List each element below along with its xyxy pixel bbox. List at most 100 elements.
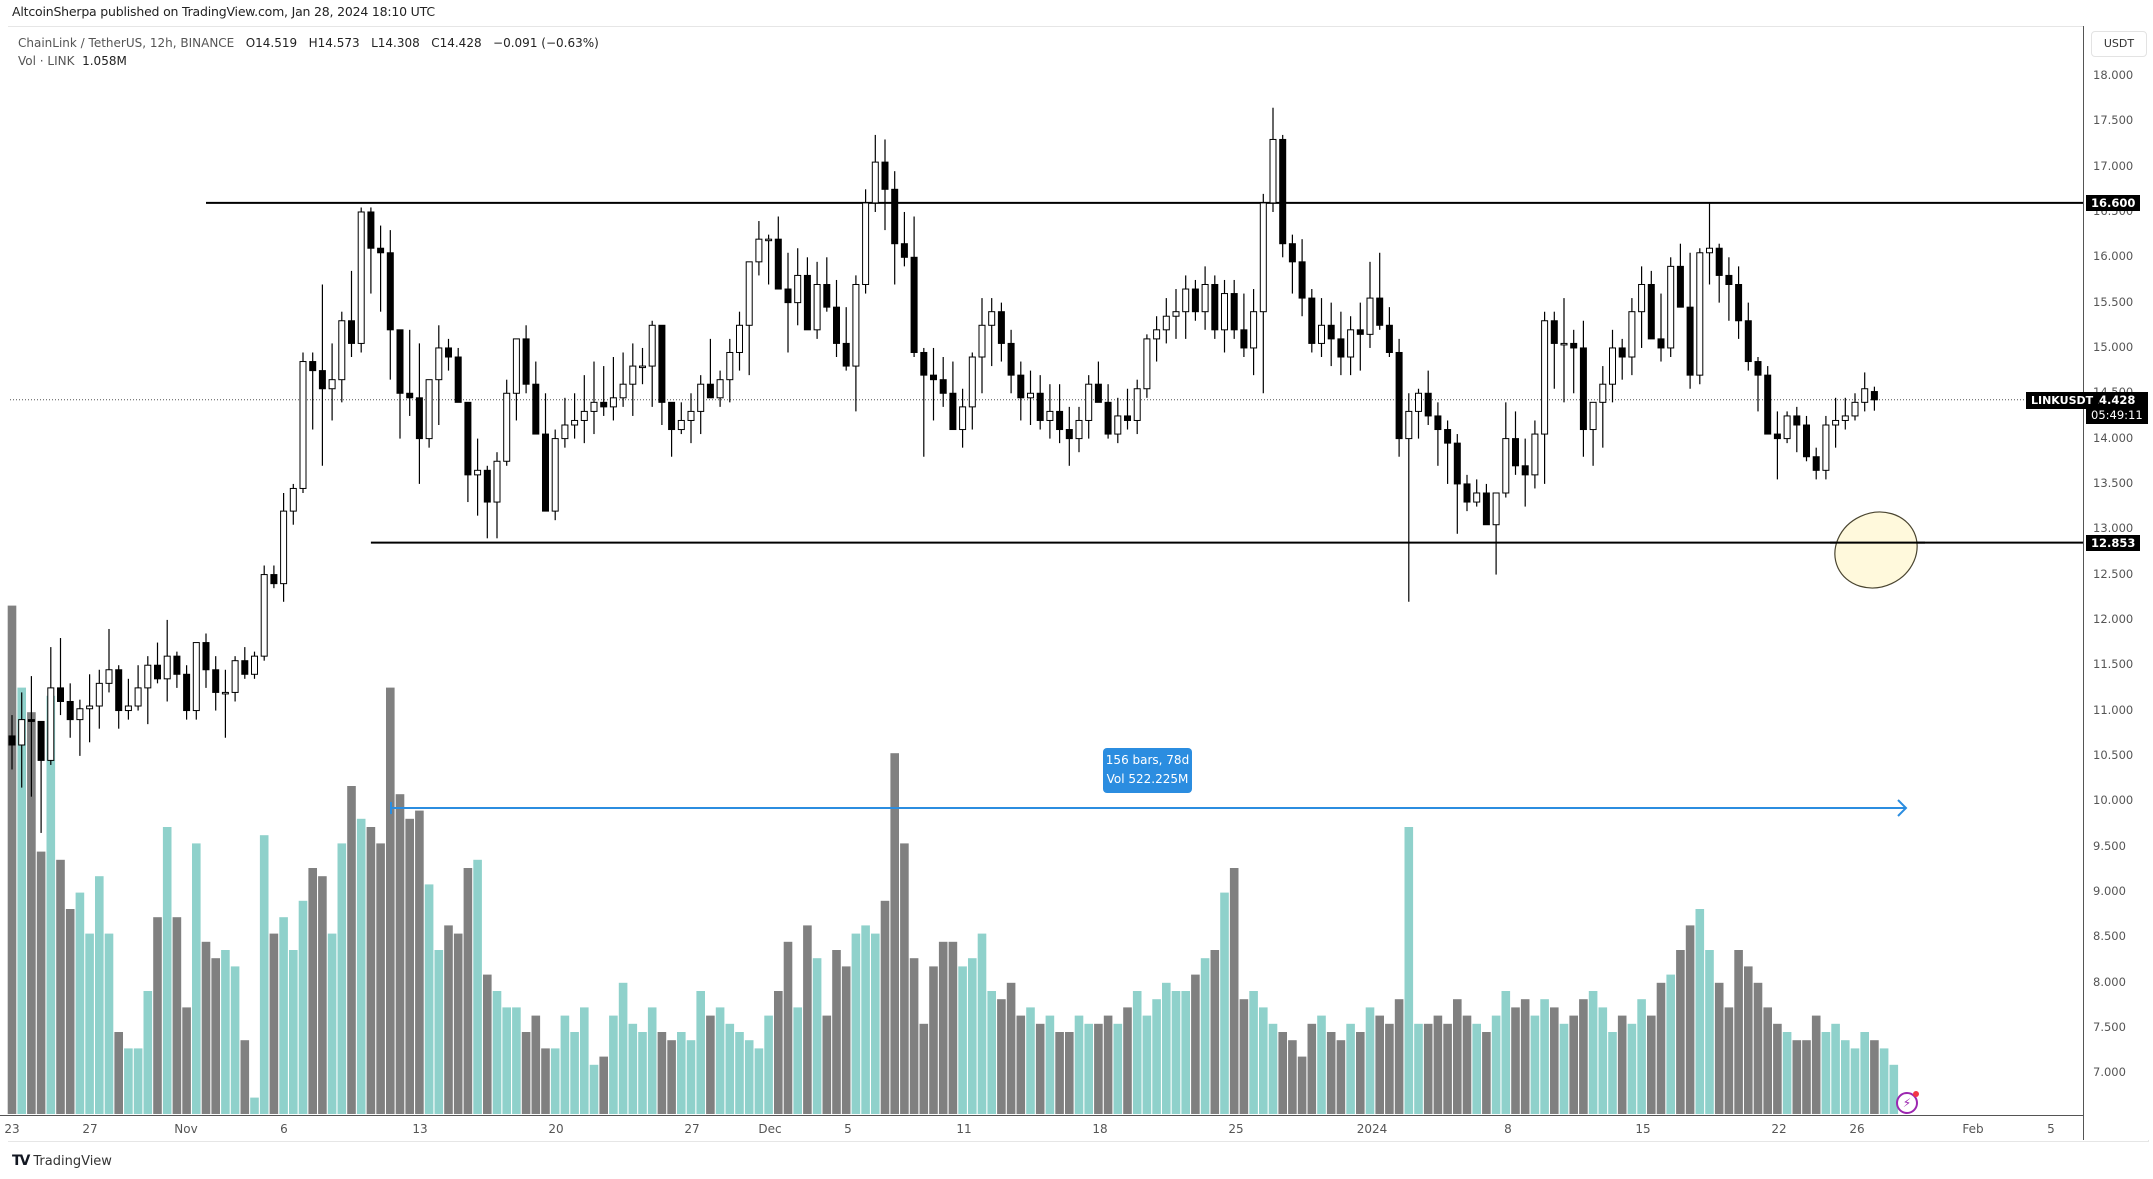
volume-bar: [521, 1032, 531, 1114]
candle-body: [1667, 265, 1675, 349]
volume-bar: [599, 1056, 608, 1114]
volume-bar: [1191, 974, 1200, 1114]
price-tick: 15.500: [2093, 294, 2134, 309]
candle-body: [1085, 383, 1093, 421]
candle-body: [1240, 329, 1248, 349]
candle-body: [1318, 324, 1325, 344]
symbol-price-tag: LINKUSDT: [2026, 392, 2099, 409]
low-value: L14.308: [371, 36, 420, 50]
candle-body: [18, 719, 26, 746]
time-tick: 26: [1849, 1122, 1865, 1136]
volume-bar: [36, 851, 46, 1114]
time-tick: 5: [844, 1122, 852, 1136]
volume-bar: [386, 687, 395, 1114]
candle-body: [900, 243, 908, 258]
volume-bar: [832, 950, 841, 1114]
candle-body: [978, 324, 986, 358]
candle-body: [1172, 311, 1180, 317]
price-tick: 12.000: [2093, 611, 2134, 626]
volume-bar: [1045, 1015, 1055, 1114]
volume-bar: [997, 999, 1006, 1114]
candle-body: [1560, 342, 1568, 346]
resistance-price-tag: 16.600: [2086, 195, 2141, 211]
events-bolt-icon[interactable]: ⚡: [1896, 1091, 1919, 1114]
volume-bar: [667, 1040, 676, 1114]
candle-body: [542, 433, 549, 512]
candle-body: [949, 392, 957, 431]
candle-body: [1657, 338, 1665, 349]
support-price-tag: 12.853: [2086, 535, 2141, 551]
volume-bar: [1695, 909, 1705, 1114]
volume-bar: [395, 794, 405, 1114]
price-axis[interactable]: [2083, 26, 2153, 1140]
volume-bar: [1870, 1040, 1879, 1114]
volume-bar: [415, 810, 424, 1114]
candle-body: [1803, 424, 1810, 458]
volume-bar: [1491, 1015, 1501, 1114]
candle-body: [95, 682, 103, 707]
volume-value: 1.058M: [82, 54, 127, 68]
volume-bar: [376, 843, 385, 1114]
volume-bar: [1879, 1048, 1889, 1114]
volume-bar: [1530, 1015, 1540, 1114]
candle-body: [212, 669, 220, 693]
candle-body: [706, 383, 714, 399]
candle-body: [920, 351, 928, 376]
candle-body: [425, 379, 433, 440]
volume-bar: [444, 925, 453, 1114]
volume-bar: [841, 966, 851, 1114]
candle-body: [1550, 320, 1558, 344]
volume-bar: [706, 1015, 715, 1114]
volume-bar: [211, 958, 220, 1114]
volume-bar: [1841, 1040, 1850, 1114]
date-range-measure-label[interactable]: 156 bars, 78d Vol 522.225M: [1103, 748, 1192, 793]
candle-body: [1773, 433, 1781, 440]
volume-bar: [1559, 1023, 1569, 1114]
volume-bar: [803, 925, 812, 1114]
candle-body: [1027, 392, 1034, 399]
time-tick: 27: [684, 1122, 700, 1136]
time-tick: 11: [956, 1122, 972, 1136]
candle-body: [1182, 288, 1190, 313]
chart-legend: ChainLink / TetherUS, 12h, BINANCE O14.5…: [18, 34, 599, 70]
volume-bar: [298, 900, 308, 1114]
symbol-description[interactable]: ChainLink / TetherUS, 12h, BINANCE: [18, 36, 235, 50]
price-tick: 15.000: [2093, 339, 2134, 354]
volume-bar: [1084, 1023, 1093, 1114]
volume-bar: [1540, 999, 1549, 1114]
candlestick-chart[interactable]: [0, 0, 2083, 1115]
measure-volume: Vol 522.225M: [1106, 772, 1189, 786]
candle-body: [1288, 243, 1296, 263]
price-tick: 8.500: [2093, 929, 2126, 944]
volume-bar: [434, 950, 444, 1114]
candle-body: [474, 469, 482, 476]
candle-body: [939, 379, 947, 394]
volume-bar: [318, 876, 327, 1114]
candle-body: [105, 669, 113, 684]
volume-bar: [1550, 1007, 1559, 1114]
volume-bar: [638, 1032, 647, 1114]
volume-bar: [1792, 1040, 1802, 1114]
volume-bar: [1569, 1015, 1578, 1114]
volume-bar: [1336, 1040, 1346, 1114]
time-axis[interactable]: [0, 1115, 2083, 1141]
candle-body: [1308, 297, 1316, 344]
highlight-ellipse[interactable]: [1822, 499, 1929, 602]
volume-bar: [512, 1007, 521, 1114]
volume-bar: [1433, 1015, 1443, 1114]
volume-label[interactable]: Vol · LINK: [18, 54, 75, 68]
candle-body: [891, 188, 899, 245]
candle-body: [377, 247, 385, 254]
currency-unit-button[interactable]: USDT: [2091, 31, 2147, 57]
volume-bar: [1074, 1015, 1084, 1114]
publisher-line: AltcoinSherpa published on TradingView.c…: [12, 4, 435, 19]
candle-body: [687, 410, 695, 421]
candle-body: [1337, 338, 1345, 358]
volume-bar: [1511, 1007, 1520, 1114]
candle-body: [522, 338, 530, 385]
volume-bar: [279, 917, 288, 1114]
volume-bar: [1443, 1023, 1452, 1114]
volume-bar: [192, 843, 201, 1114]
candle-body: [1638, 283, 1646, 313]
volume-bar: [1647, 1015, 1656, 1114]
